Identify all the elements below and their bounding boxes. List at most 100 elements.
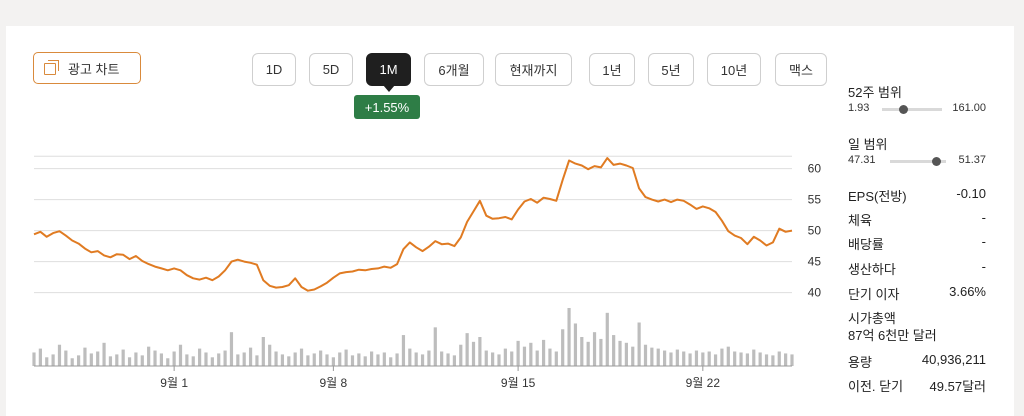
volume-bar: [51, 354, 55, 366]
volume-bar: [771, 355, 775, 366]
volume-bar: [618, 340, 622, 366]
volume-bar: [707, 351, 711, 366]
y-tick-label: 55: [808, 193, 822, 207]
volume-bar: [745, 353, 750, 366]
volume-bar: [287, 356, 291, 366]
volume-bar: [669, 352, 673, 366]
volume-bar: [688, 353, 692, 366]
volume-bar: [650, 347, 654, 366]
volume-bar: [561, 329, 565, 366]
volume-bar: [134, 352, 138, 366]
volume-bar: [643, 344, 648, 366]
volume-bar: [758, 352, 762, 366]
volume-bar: [32, 352, 36, 366]
volume-label: 용량: [848, 355, 872, 370]
volume-bar: [790, 354, 794, 366]
volume-bar: [586, 341, 590, 366]
volume-bar: [599, 338, 603, 366]
volume-bar: [694, 350, 699, 366]
volume-bar: [484, 350, 488, 366]
volume-bar: [121, 349, 125, 366]
chart-card: 광고 차트 1D 5D 1M 6개월 현재까지 1년 5년 10년 맥스 +1.…: [6, 26, 1014, 416]
volume-bar: [229, 332, 234, 366]
range-1m-button[interactable]: 1M: [366, 53, 411, 92]
volume-bar: [573, 323, 578, 366]
volume-bar: [420, 354, 425, 366]
volume-bar: [357, 353, 361, 366]
volume-bar: [382, 352, 386, 366]
week52-range-max: 161.00: [952, 102, 986, 114]
volume-bar: [376, 354, 380, 366]
volume-bar: [293, 352, 297, 366]
volume-bar: [325, 354, 329, 366]
volume-bar: [331, 357, 335, 366]
price-series-line: [33, 157, 793, 292]
dividend-label: 배당률: [848, 237, 884, 252]
volume-bar: [108, 356, 113, 366]
volume-bar: [274, 351, 278, 366]
day-range-max: 51.37: [958, 154, 986, 166]
volume-bar: [172, 351, 176, 366]
volume-bar: [624, 342, 628, 366]
y-tick-label: 50: [808, 224, 822, 238]
range-max-button[interactable]: 맥스: [775, 53, 827, 86]
volume-bar: [185, 354, 189, 366]
volume-bar: [605, 312, 609, 366]
volume-bar: [204, 352, 208, 366]
volume-bar: [459, 344, 463, 366]
y-tick-label: 45: [808, 255, 822, 269]
ad-chart-label: 광고 차트: [68, 61, 120, 77]
volume-bar: [592, 332, 597, 366]
volume-bar: [701, 352, 705, 366]
ad-chart-button[interactable]: 광고 차트: [33, 52, 141, 84]
short-interest-value: 3.66%: [949, 284, 986, 299]
volume-bar: [465, 333, 469, 366]
range-10y-button[interactable]: 10년: [707, 53, 761, 86]
volume-bar: [127, 357, 132, 366]
volume-bar: [159, 353, 163, 366]
volume-bar: [478, 337, 482, 366]
volume-bar: [427, 350, 431, 366]
volume-bar: [45, 357, 49, 366]
range-5y-button[interactable]: 5년: [648, 53, 694, 86]
volume-bar: [178, 344, 183, 366]
volume-bar: [83, 347, 87, 366]
volume-bar: [637, 322, 641, 366]
volume-bar: [312, 353, 316, 366]
volume-bar: [255, 355, 259, 366]
volume-bar: [554, 351, 558, 366]
volume-bar: [580, 337, 584, 366]
market-cap-value: 87억 6천만 달러: [848, 328, 937, 343]
produce-value: -: [981, 259, 986, 274]
prev-close-label: 이전. 닫기: [848, 379, 904, 394]
volume-bar: [446, 353, 450, 366]
short-interest-label: 단기 이자: [848, 287, 900, 302]
range-5d-button[interactable]: 5D: [309, 53, 353, 86]
volume-bar: [631, 346, 635, 366]
volume-bar: [497, 354, 501, 366]
volume-bar: [140, 355, 144, 366]
range-1d-button[interactable]: 1D: [252, 53, 296, 86]
x-tick-label: 9월 8: [320, 376, 348, 390]
volume-bar: [57, 344, 62, 366]
volume-bar: [299, 348, 304, 366]
sector-value: -: [981, 210, 986, 225]
volume-bar: [548, 348, 552, 366]
x-tick-label: 9월 22: [686, 376, 721, 390]
volume-bar: [223, 350, 227, 366]
volume-bar: [147, 346, 151, 366]
x-tick-label: 9월 15: [501, 376, 536, 390]
chart-window-icon: [44, 60, 60, 76]
range-6m-button[interactable]: 6개월: [424, 53, 484, 86]
volume-bar: [764, 354, 769, 366]
volume-bar: [198, 348, 202, 366]
range-1y-button[interactable]: 1년: [589, 53, 635, 86]
volume-bar: [541, 339, 546, 366]
week52-range-label: 52주 범위: [848, 85, 902, 100]
day-range-min: 47.31: [848, 154, 876, 166]
volume-bar: [726, 346, 730, 366]
day-range-track: [890, 160, 946, 163]
volume-bar: [70, 358, 74, 366]
range-ytd-button[interactable]: 현재까지: [495, 53, 572, 86]
volume-bar: [350, 355, 355, 366]
